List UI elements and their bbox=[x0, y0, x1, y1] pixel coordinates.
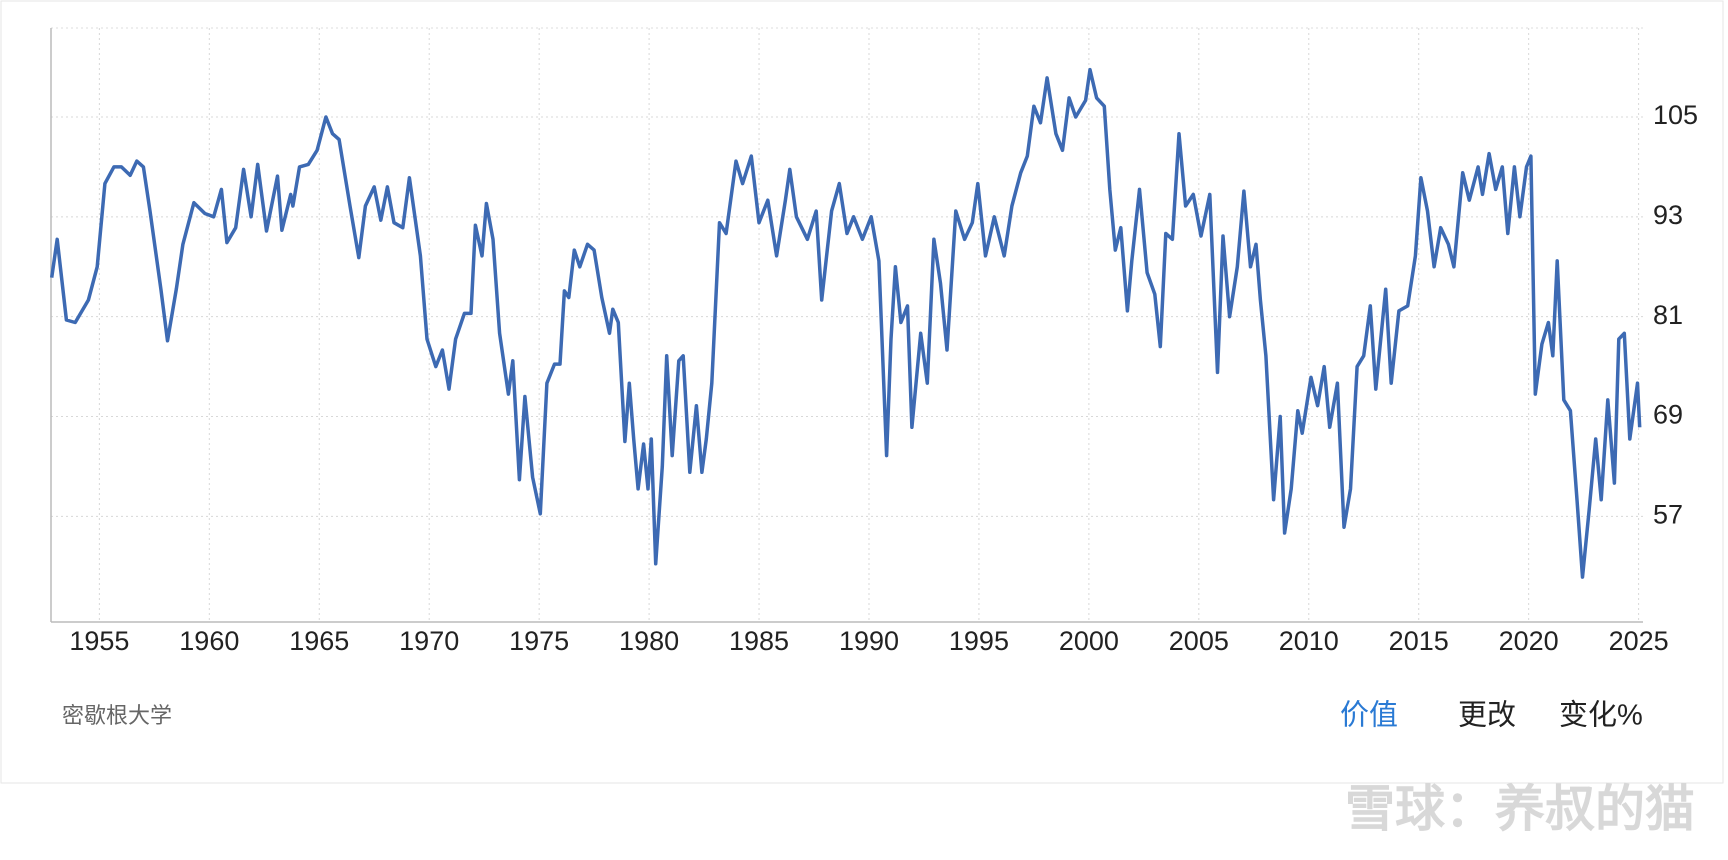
line-series bbox=[49, 67, 1642, 579]
x-tick-label: 1970 bbox=[399, 626, 459, 656]
x-tick-label: 1955 bbox=[69, 626, 129, 656]
card bbox=[0, 0, 1724, 784]
watermark: 雪球：养叔的猫 bbox=[1345, 781, 1695, 837]
x-tick-label: 2025 bbox=[1609, 626, 1669, 656]
x-tick-label: 2020 bbox=[1499, 626, 1559, 656]
grid bbox=[51, 27, 1643, 622]
x-tick-label: 1965 bbox=[289, 626, 349, 656]
y-tick-label: 93 bbox=[1653, 200, 1683, 230]
control-button[interactable]: 变化% bbox=[1559, 699, 1643, 732]
x-tick-label: 2005 bbox=[1169, 626, 1229, 656]
y-tick-label: 81 bbox=[1653, 300, 1683, 330]
x-tick-label: 1980 bbox=[619, 626, 679, 656]
x-tick-label: 2010 bbox=[1279, 626, 1339, 656]
control-button[interactable]: 价值 bbox=[1340, 699, 1398, 732]
x-tick-label: 1990 bbox=[839, 626, 899, 656]
x-tick-label: 1985 bbox=[729, 626, 789, 656]
x-tick-label: 1995 bbox=[949, 626, 1009, 656]
y-tick-label: 57 bbox=[1653, 499, 1683, 529]
y-tick-label: 105 bbox=[1653, 100, 1698, 130]
x-tick-label: 2015 bbox=[1389, 626, 1449, 656]
source: 密歇根大学 bbox=[62, 703, 172, 728]
plot bbox=[49, 67, 1642, 579]
x-tick-label: 2000 bbox=[1059, 626, 1119, 656]
x-tick-label: 1975 bbox=[509, 626, 569, 656]
control-button[interactable]: 更改 bbox=[1458, 699, 1516, 732]
y-tick-label: 69 bbox=[1653, 400, 1683, 430]
x-tick-label: 1960 bbox=[179, 626, 239, 656]
